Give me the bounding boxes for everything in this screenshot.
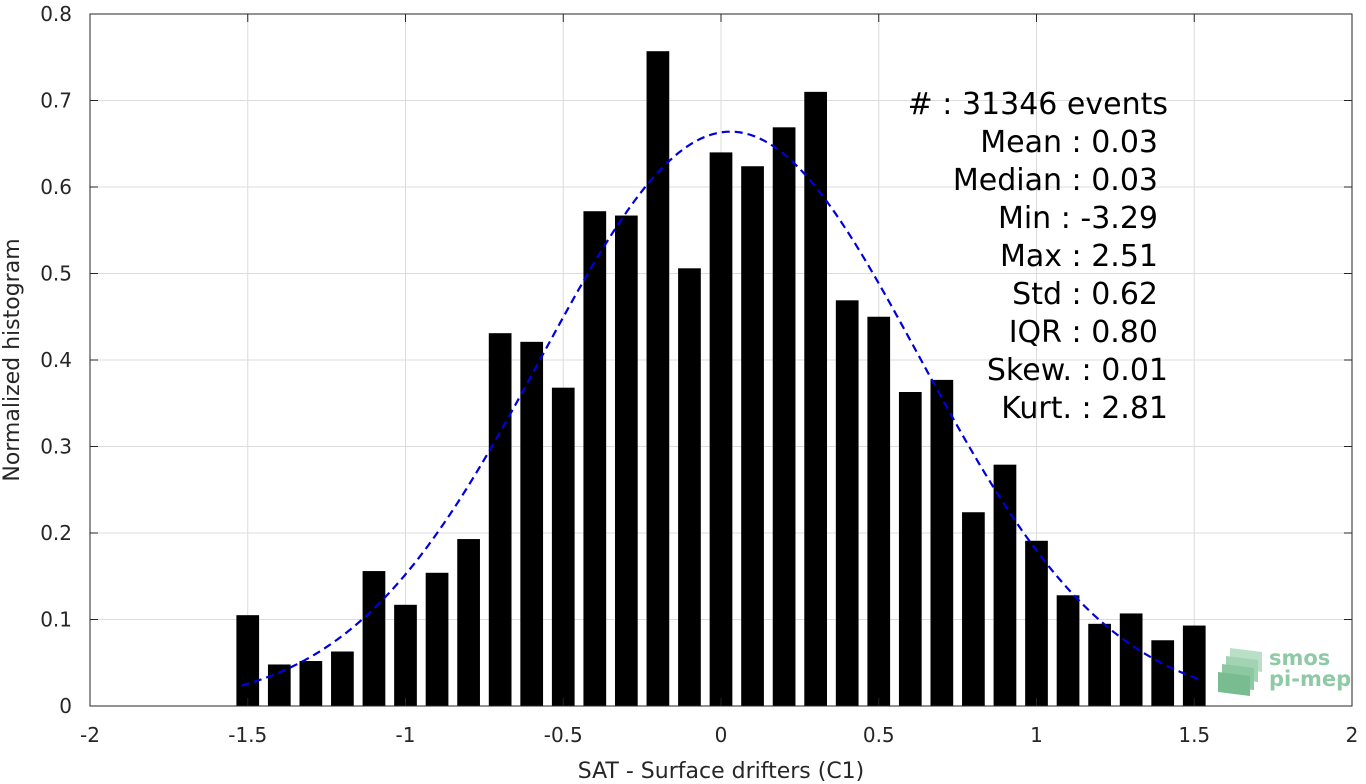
y-tick-label: 0.7 [40, 89, 72, 113]
histogram-bar [457, 539, 480, 706]
x-tick-label: -1.5 [228, 723, 267, 747]
stat-line: Mean : 0.03 [980, 125, 1158, 160]
histogram-bar [583, 211, 607, 706]
x-tick-label: 2 [1346, 723, 1359, 747]
x-tick-label: 0 [715, 723, 728, 747]
histogram-bar [1182, 625, 1206, 706]
y-axis-ticks: 0 0.1 0.2 0.3 0.4 0.5 0.6 0.7 0.8 [40, 2, 1352, 718]
y-tick-label: 0.4 [40, 348, 72, 372]
histogram-bar [394, 604, 417, 706]
histogram-bar [962, 512, 985, 706]
histogram-bar [993, 464, 1017, 706]
stat-line: Median : 0.03 [953, 163, 1158, 198]
histogram-bars [236, 51, 1206, 707]
histogram-bar [772, 127, 796, 706]
histogram-bar [425, 572, 449, 706]
histogram-bar [1088, 623, 1111, 706]
x-tick-label: 1.5 [1178, 723, 1210, 747]
stat-line: Std : 0.62 [1012, 277, 1158, 312]
x-tick-label: 1 [1030, 723, 1043, 747]
stat-line: Kurt. : 2.81 [1001, 391, 1168, 426]
histogram-bar [835, 300, 859, 706]
gaussian-fit-curve [241, 130, 1201, 687]
smos-pi-mep-logo: smos pi-mep [1218, 646, 1351, 696]
x-tick-label: -2 [80, 723, 100, 747]
logo-layers-icon [1218, 648, 1262, 696]
histogram-bar [614, 215, 638, 707]
y-tick-label: 0.6 [40, 175, 72, 199]
y-axis-label: Normalized histogram [0, 238, 25, 481]
histogram-bar [331, 651, 354, 706]
histogram-bar [488, 333, 512, 706]
histogram-bar [646, 51, 670, 706]
x-tick-label: -0.5 [544, 723, 583, 747]
x-tick-label: -1 [396, 723, 416, 747]
histogram-bar [236, 615, 260, 706]
y-tick-label: 0.8 [40, 2, 72, 26]
y-tick-label: 0.3 [40, 435, 72, 459]
histogram-bar [709, 152, 733, 706]
histogram-bar [362, 571, 386, 706]
histogram-bar [551, 387, 575, 706]
y-tick-label: 0.5 [40, 262, 72, 286]
histogram-bar [898, 392, 922, 706]
histogram-bar [520, 341, 544, 706]
stat-line: # : 31346 events [908, 87, 1168, 122]
histogram-bar [867, 316, 891, 706]
y-tick-label: 0 [59, 694, 72, 718]
histogram-bar [299, 661, 323, 706]
stat-line: IQR : 0.80 [1009, 315, 1158, 350]
x-axis-ticks: -2 -1.5 -1 -0.5 0 0.5 1 1.5 2 [80, 14, 1358, 747]
y-tick-label: 0.2 [40, 521, 72, 545]
stat-line: Skew. : 0.01 [987, 353, 1168, 388]
stat-line: Max : 2.51 [1000, 239, 1158, 274]
histogram-bar [1151, 640, 1175, 706]
x-tick-label: 0.5 [863, 723, 895, 747]
histogram-bar [804, 91, 828, 707]
logo-text-smos: smos [1269, 646, 1330, 670]
histogram-bar [741, 166, 764, 707]
y-tick-label: 0.1 [40, 608, 72, 632]
x-axis-label: SAT - Surface drifters (C1) [578, 759, 865, 784]
logo-text-pi-mep: pi-mep [1269, 667, 1351, 691]
histogram-bar [1025, 540, 1048, 706]
histogram-bar [1056, 595, 1080, 706]
histogram-bar [930, 379, 954, 706]
histogram-bar [678, 268, 701, 706]
histogram-bar [267, 664, 291, 706]
histogram-bar [1119, 613, 1143, 706]
stat-line: Min : -3.29 [998, 201, 1158, 236]
